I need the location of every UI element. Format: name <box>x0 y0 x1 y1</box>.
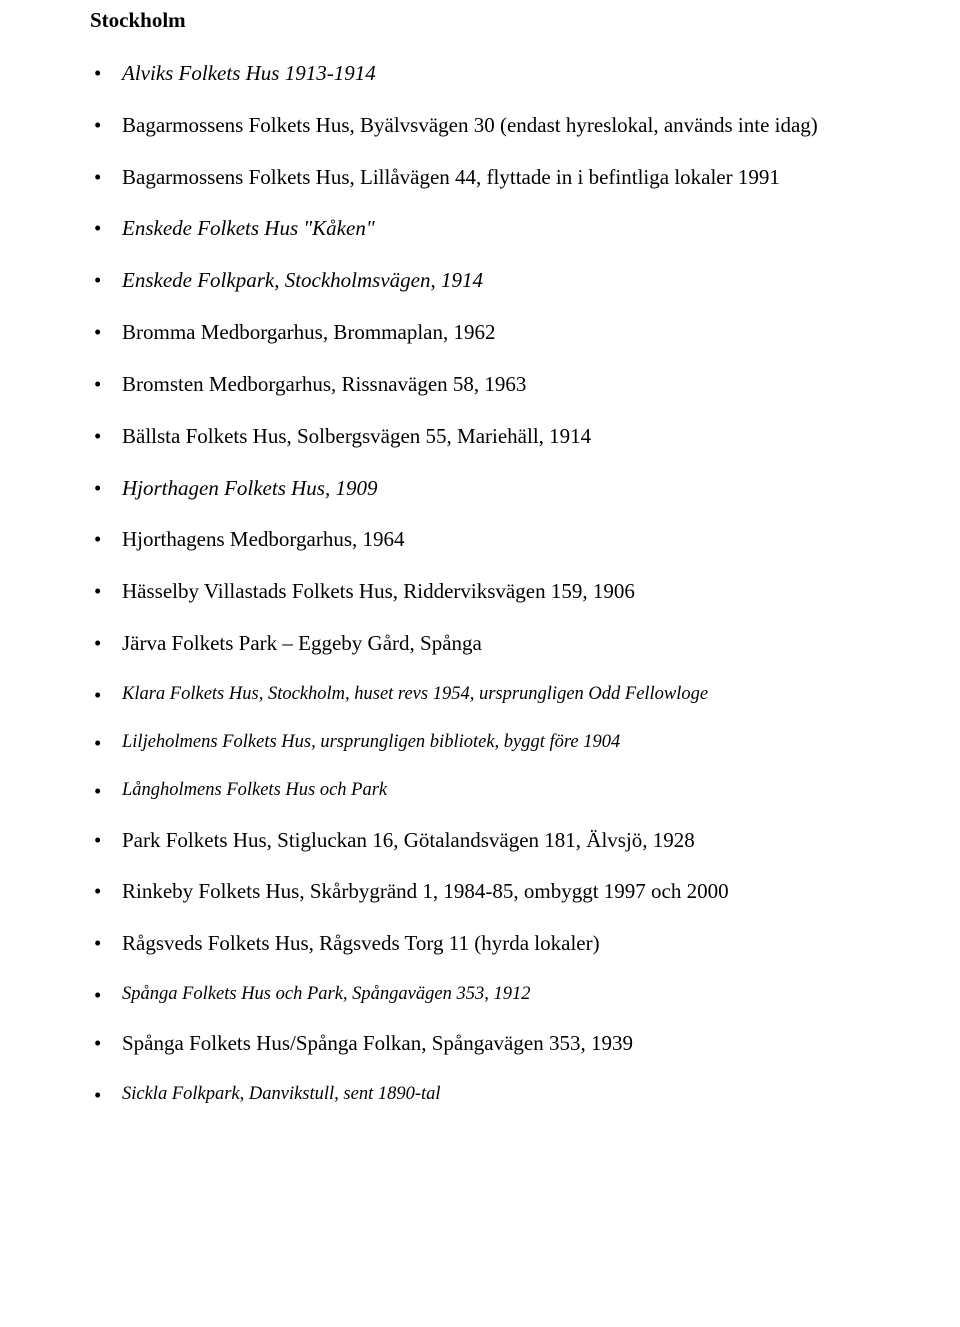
list-item-text: Bagarmossens Folkets Hus, Byälvsvägen 30… <box>122 113 818 137</box>
list-item-text: Hjorthagens Medborgarhus, 1964 <box>122 527 405 551</box>
list-item: Enskede Folkets Hus "Kåken" <box>90 214 870 244</box>
list-item: Hjorthagens Medborgarhus, 1964 <box>90 525 870 555</box>
list-item: Rinkeby Folkets Hus, Skårbygränd 1, 1984… <box>90 877 870 907</box>
list-item-text: Alviks Folkets Hus 1913-1914 <box>122 61 376 85</box>
list-item: Järva Folkets Park – Eggeby Gård, Spånga <box>90 629 870 659</box>
list-item-text: Klara Folkets Hus, Stockholm, huset revs… <box>122 684 708 704</box>
list-item: Bagarmossens Folkets Hus, Lillåvägen 44,… <box>90 163 870 193</box>
list-item: Rågsveds Folkets Hus, Rågsveds Torg 11 (… <box>90 929 870 959</box>
list-item: Spånga Folkets Hus/Spånga Folkan, Spånga… <box>90 1029 870 1059</box>
list-item: Bromma Medborgarhus, Brommaplan, 1962 <box>90 318 870 348</box>
list-item-text: Park Folkets Hus, Stigluckan 16, Götalan… <box>122 828 695 852</box>
item-list: Alviks Folkets Hus 1913-1914 Bagarmossens… <box>90 59 870 1107</box>
list-item: Alviks Folkets Hus 1913-1914 <box>90 59 870 89</box>
list-item-text: Järva Folkets Park – Eggeby Gård, Spånga <box>122 631 482 655</box>
list-item-text: Bagarmossens Folkets Hus, Lillåvägen 44,… <box>122 165 780 189</box>
list-item-text: Enskede Folkpark, Stockholmsvägen, 1914 <box>122 268 483 292</box>
document-page: Stockholm Alviks Folkets Hus 1913-1914 Ba… <box>0 0 960 1169</box>
list-item-text: Långholmens Folkets Hus och Park <box>122 780 387 800</box>
list-item-text: Bromsten Medborgarhus, Rissnavägen 58, 1… <box>122 372 526 396</box>
list-item-text: Spånga Folkets Hus och Park, Spångavägen… <box>122 984 530 1004</box>
page-title: Stockholm <box>90 8 870 33</box>
list-item: Liljeholmens Folkets Hus, ursprungligen … <box>90 729 870 755</box>
list-item: Hässelby Villastads Folkets Hus, Ridderv… <box>90 577 870 607</box>
list-item-text: Sickla Folkpark, Danvikstull, sent 1890-… <box>122 1084 441 1104</box>
list-item-text: Hjorthagen Folkets Hus, 1909 <box>122 476 377 500</box>
list-item-text: Spånga Folkets Hus/Spånga Folkan, Spånga… <box>122 1031 633 1055</box>
list-item-text: Hässelby Villastads Folkets Hus, Ridderv… <box>122 579 635 603</box>
list-item-text: Bällsta Folkets Hus, Solbergsvägen 55, M… <box>122 424 591 448</box>
list-item: Långholmens Folkets Hus och Park <box>90 777 870 803</box>
list-item-text: Rinkeby Folkets Hus, Skårbygränd 1, 1984… <box>122 879 729 903</box>
list-item-text: Liljeholmens Folkets Hus, ursprungligen … <box>122 732 620 752</box>
list-item: Klara Folkets Hus, Stockholm, huset revs… <box>90 681 870 707</box>
list-item-text: Enskede Folkets Hus "Kåken" <box>122 216 375 240</box>
list-item: Enskede Folkpark, Stockholmsvägen, 1914 <box>90 266 870 296</box>
list-item: Hjorthagen Folkets Hus, 1909 <box>90 474 870 504</box>
list-item: Bromsten Medborgarhus, Rissnavägen 58, 1… <box>90 370 870 400</box>
list-item-text: Bromma Medborgarhus, Brommaplan, 1962 <box>122 320 495 344</box>
list-item: Park Folkets Hus, Stigluckan 16, Götalan… <box>90 826 870 856</box>
list-item: Sickla Folkpark, Danvikstull, sent 1890-… <box>90 1081 870 1107</box>
list-item: Spånga Folkets Hus och Park, Spångavägen… <box>90 981 870 1007</box>
list-item: Bällsta Folkets Hus, Solbergsvägen 55, M… <box>90 422 870 452</box>
list-item-text: Rågsveds Folkets Hus, Rågsveds Torg 11 (… <box>122 931 600 955</box>
list-item: Bagarmossens Folkets Hus, Byälvsvägen 30… <box>90 111 870 141</box>
